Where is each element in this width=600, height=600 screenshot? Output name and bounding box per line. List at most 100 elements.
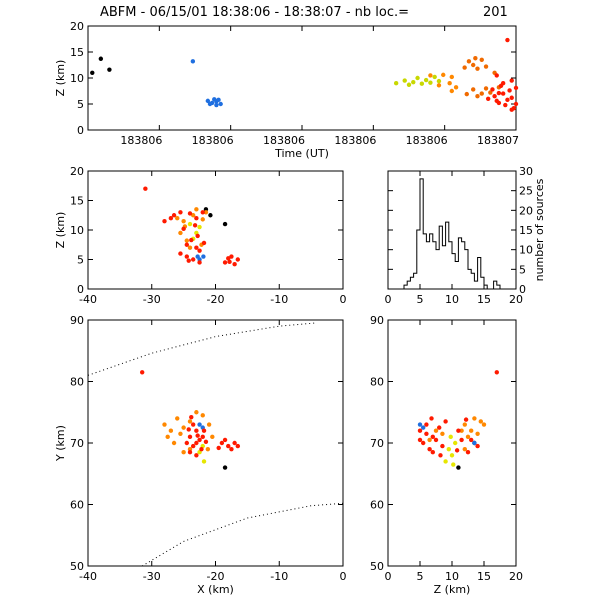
source-point <box>178 230 183 236</box>
source-point <box>423 77 429 83</box>
y-tick-label: 15 <box>70 46 84 59</box>
source-point <box>417 437 423 443</box>
source-point <box>475 431 480 436</box>
source-point <box>186 258 191 263</box>
source-point <box>200 217 205 222</box>
source-point <box>419 81 425 86</box>
source-point <box>197 260 202 265</box>
source-point <box>406 82 412 87</box>
x-tick-label: -30 <box>143 293 161 306</box>
x-tick-label: 183807 <box>477 134 519 147</box>
source-point <box>194 245 199 250</box>
source-point <box>446 446 451 452</box>
source-point <box>459 437 464 443</box>
source-point <box>463 417 469 422</box>
plots-group: 183806 183806 183806 183806 183806 183807 0 5 10… <box>54 20 546 596</box>
source-point <box>494 370 499 375</box>
x-tick-label: -20 <box>207 570 225 583</box>
x-tick-label: 183806 <box>120 134 162 147</box>
y-tick-label: 0 <box>519 283 526 296</box>
source-point <box>490 87 495 92</box>
source-point <box>456 465 461 470</box>
source-point <box>194 453 199 458</box>
y-tick-label: 90 <box>70 314 84 327</box>
source-point <box>417 428 423 433</box>
source-point <box>222 260 228 265</box>
source-point <box>471 87 476 92</box>
x-axis-label: X (km) <box>197 583 234 596</box>
source-point <box>219 440 225 446</box>
source-point <box>462 65 467 70</box>
source-point <box>479 91 484 96</box>
source-point <box>192 223 198 228</box>
source-point <box>197 224 202 230</box>
source-point <box>454 448 460 453</box>
source-point <box>451 462 456 467</box>
y-tick-label: 5 <box>519 263 526 276</box>
source-point <box>443 459 448 464</box>
source-point <box>189 237 194 243</box>
source-point <box>437 425 442 430</box>
source-point <box>199 446 204 452</box>
range-curve <box>87 322 315 376</box>
source-point <box>492 94 497 99</box>
source-point <box>509 95 514 100</box>
source-point <box>462 446 467 452</box>
y-tick-label: 0 <box>77 283 84 296</box>
source-point <box>469 428 474 433</box>
y-tick-label: 20 <box>70 20 84 33</box>
y-tick-label: 30 <box>519 165 533 178</box>
source-point <box>195 433 200 438</box>
y-axis-label: number of sources <box>533 178 546 281</box>
source-point <box>469 437 474 443</box>
source-point <box>464 91 469 97</box>
source-point <box>427 437 432 443</box>
y-tick-label: 70 <box>70 437 84 450</box>
source-point <box>472 440 477 446</box>
source-point <box>181 226 186 232</box>
source-point <box>229 446 234 452</box>
source-point <box>475 443 480 449</box>
source-point <box>222 465 228 470</box>
source-point <box>448 434 453 440</box>
x-tick-label: 10 <box>445 570 459 583</box>
source-point <box>197 422 202 427</box>
panel-xy: -40 -30 -20 -10 0 50 60 70 80 90 X (km) Y (km) <box>54 314 347 596</box>
source-point <box>186 427 191 432</box>
source-point <box>509 107 514 112</box>
x-tick-label: 0 <box>385 570 392 583</box>
source-point <box>462 422 467 427</box>
source-point <box>178 431 183 436</box>
source-point <box>459 428 464 433</box>
source-point <box>433 437 439 443</box>
source-point <box>430 434 435 440</box>
source-point <box>494 73 499 78</box>
source-point <box>181 218 186 224</box>
source-point <box>194 440 199 446</box>
source-point <box>194 207 199 212</box>
y-axis-label: Z (km) <box>54 212 67 249</box>
source-point <box>175 216 180 221</box>
x-tick-label: 20 <box>509 293 523 306</box>
panel-time: 183806 183806 183806 183806 183806 183807 0 5 10… <box>54 20 519 160</box>
x-tick-label: 15 <box>477 570 491 583</box>
source-point <box>393 81 399 86</box>
source-point <box>483 86 489 91</box>
source-point <box>402 78 407 83</box>
source-point <box>197 248 202 253</box>
x-axis-label: Z (km) <box>434 583 471 596</box>
source-point <box>475 94 480 99</box>
source-point <box>440 443 445 449</box>
histogram-line <box>400 178 504 290</box>
source-point <box>475 66 480 71</box>
source-point <box>438 453 443 458</box>
range-curve <box>141 502 344 567</box>
source-point <box>479 57 484 62</box>
source-point <box>443 419 448 424</box>
source-point <box>411 79 416 85</box>
source-point <box>428 80 433 85</box>
x-tick-label: 10 <box>445 293 459 306</box>
source-point <box>507 88 512 93</box>
